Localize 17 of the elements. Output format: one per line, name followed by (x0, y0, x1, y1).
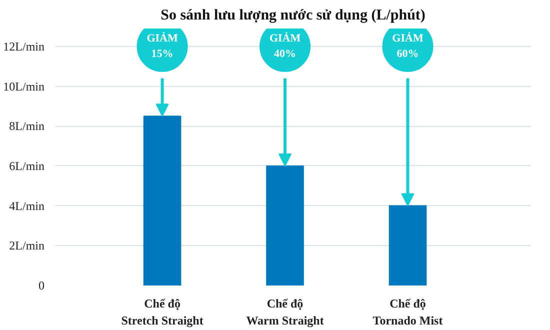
y-tick-label: 4L/min (9, 198, 45, 213)
bar (388, 205, 427, 286)
x-tick-label: Chế độ Warm Straight (246, 296, 324, 328)
y-tick-label: 10L/min (3, 79, 45, 94)
bar (266, 165, 304, 286)
x-tick-label: Chế độ Stretch Straight (121, 296, 204, 328)
y-tick-label: 8L/min (9, 119, 45, 134)
chart-title: So sánh lưu lượng nước sử dụng (L/phút) (160, 8, 426, 24)
bar (143, 116, 182, 286)
y-tick-label: 6L/min (9, 158, 45, 173)
y-tick-label: 12L/min (3, 39, 45, 54)
y-tick-label: 2L/min (9, 238, 45, 253)
x-tick-label: Chế độ Tornado Mist (372, 296, 443, 328)
annotation: GIẢM 40% (269, 32, 302, 60)
y-tick-label: 0 (38, 278, 44, 292)
annotation: GIẢM 15% (146, 32, 178, 60)
annotation: GIẢM 60% (392, 32, 424, 60)
